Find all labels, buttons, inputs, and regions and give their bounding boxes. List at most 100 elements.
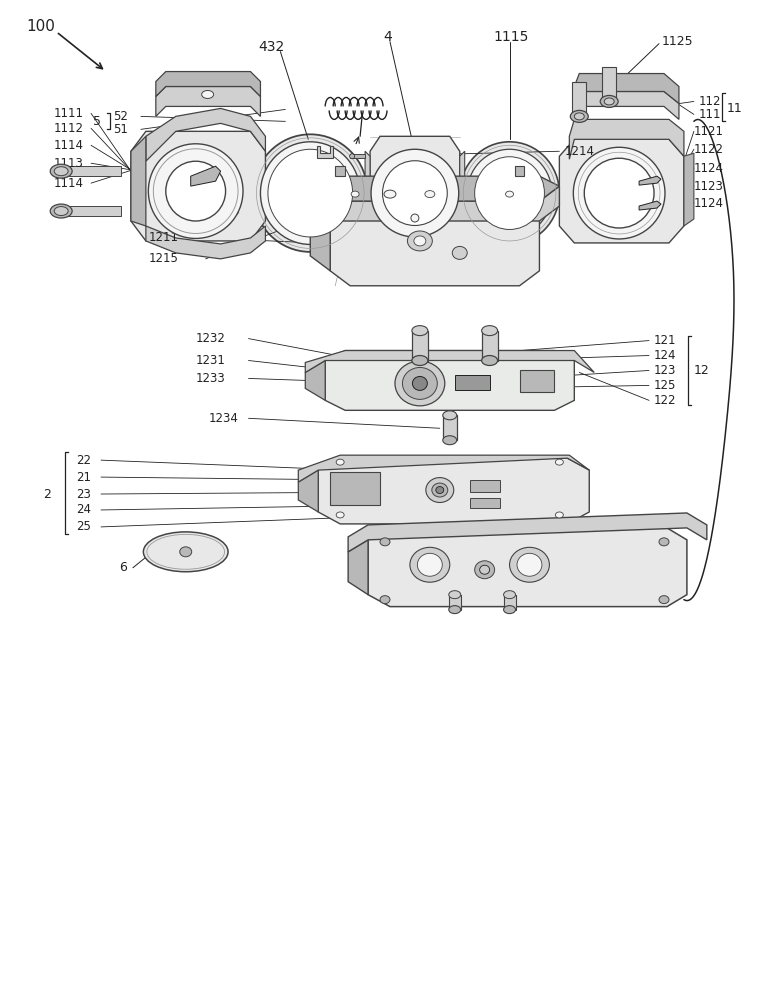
Ellipse shape — [555, 459, 564, 465]
Polygon shape — [156, 86, 260, 116]
Text: 1233: 1233 — [196, 372, 226, 385]
Polygon shape — [335, 166, 345, 176]
Text: 123: 123 — [654, 364, 676, 377]
Ellipse shape — [474, 561, 494, 579]
Text: 1232: 1232 — [196, 332, 226, 345]
Text: 2: 2 — [43, 488, 51, 501]
Text: 1123: 1123 — [694, 180, 724, 193]
Polygon shape — [684, 153, 694, 226]
Polygon shape — [350, 154, 365, 158]
Text: 1111: 1111 — [53, 107, 83, 120]
Ellipse shape — [659, 596, 669, 604]
Ellipse shape — [149, 144, 243, 238]
Ellipse shape — [351, 191, 359, 197]
Ellipse shape — [336, 512, 344, 518]
Polygon shape — [131, 136, 146, 226]
Polygon shape — [191, 166, 220, 186]
Text: 432: 432 — [259, 40, 285, 54]
Polygon shape — [317, 146, 333, 158]
Polygon shape — [639, 176, 661, 185]
Text: 51: 51 — [113, 123, 128, 136]
Text: 1211: 1211 — [149, 231, 179, 244]
Polygon shape — [310, 176, 559, 201]
Text: 122: 122 — [654, 394, 677, 407]
Polygon shape — [298, 455, 589, 482]
Ellipse shape — [460, 142, 559, 244]
Text: 1112: 1112 — [53, 122, 83, 135]
Ellipse shape — [482, 326, 497, 336]
Ellipse shape — [574, 147, 665, 239]
Text: 112: 112 — [699, 95, 721, 108]
Ellipse shape — [574, 113, 584, 120]
Polygon shape — [146, 226, 266, 259]
Polygon shape — [520, 370, 554, 392]
Polygon shape — [470, 480, 500, 492]
Polygon shape — [61, 166, 121, 176]
Text: 111: 111 — [699, 108, 721, 121]
Ellipse shape — [467, 149, 552, 237]
Text: 1125: 1125 — [662, 35, 694, 48]
Ellipse shape — [407, 231, 432, 251]
Polygon shape — [370, 136, 460, 246]
Polygon shape — [574, 91, 679, 119]
Ellipse shape — [383, 161, 447, 225]
Polygon shape — [330, 472, 380, 505]
Text: 125: 125 — [654, 379, 676, 392]
Polygon shape — [305, 351, 594, 372]
Ellipse shape — [432, 483, 448, 497]
Polygon shape — [325, 351, 574, 410]
Ellipse shape — [571, 110, 588, 122]
Ellipse shape — [268, 149, 353, 237]
Ellipse shape — [414, 236, 426, 246]
Text: 11: 11 — [727, 102, 742, 115]
Polygon shape — [310, 206, 330, 271]
Ellipse shape — [474, 157, 544, 229]
Ellipse shape — [659, 538, 669, 546]
Polygon shape — [574, 74, 679, 103]
Polygon shape — [298, 470, 318, 512]
Ellipse shape — [260, 142, 360, 244]
Polygon shape — [602, 67, 616, 101]
Polygon shape — [61, 206, 121, 216]
Ellipse shape — [417, 553, 442, 576]
Ellipse shape — [384, 190, 396, 198]
Ellipse shape — [166, 161, 226, 221]
Ellipse shape — [412, 326, 428, 336]
Text: 1124: 1124 — [694, 162, 724, 175]
Ellipse shape — [555, 512, 564, 518]
Text: 1114: 1114 — [53, 177, 83, 190]
Text: 100: 100 — [26, 19, 55, 34]
Ellipse shape — [604, 98, 614, 105]
Text: 3: 3 — [230, 204, 239, 218]
Polygon shape — [368, 528, 687, 607]
Text: 21: 21 — [76, 471, 91, 484]
Text: 6: 6 — [119, 561, 127, 574]
Polygon shape — [559, 139, 684, 243]
Ellipse shape — [426, 478, 454, 502]
Text: 1122: 1122 — [694, 143, 724, 156]
Polygon shape — [348, 513, 707, 552]
Polygon shape — [504, 595, 516, 610]
Polygon shape — [639, 201, 661, 210]
Ellipse shape — [253, 134, 367, 252]
Text: 4: 4 — [383, 30, 392, 44]
Polygon shape — [348, 540, 368, 595]
Text: 12: 12 — [694, 364, 710, 377]
Text: 25: 25 — [76, 520, 91, 533]
Text: 1214: 1214 — [564, 145, 594, 158]
Ellipse shape — [54, 167, 69, 176]
Text: 1231: 1231 — [196, 354, 226, 367]
Ellipse shape — [504, 591, 516, 599]
Polygon shape — [443, 415, 457, 440]
Text: 1113: 1113 — [53, 157, 83, 170]
Ellipse shape — [413, 376, 427, 390]
Polygon shape — [569, 119, 684, 159]
Polygon shape — [449, 595, 460, 610]
Ellipse shape — [506, 191, 514, 197]
Ellipse shape — [517, 553, 542, 576]
Ellipse shape — [143, 532, 228, 572]
Ellipse shape — [50, 164, 72, 178]
Text: 1234: 1234 — [209, 412, 239, 425]
Polygon shape — [310, 186, 559, 221]
Polygon shape — [460, 151, 465, 231]
